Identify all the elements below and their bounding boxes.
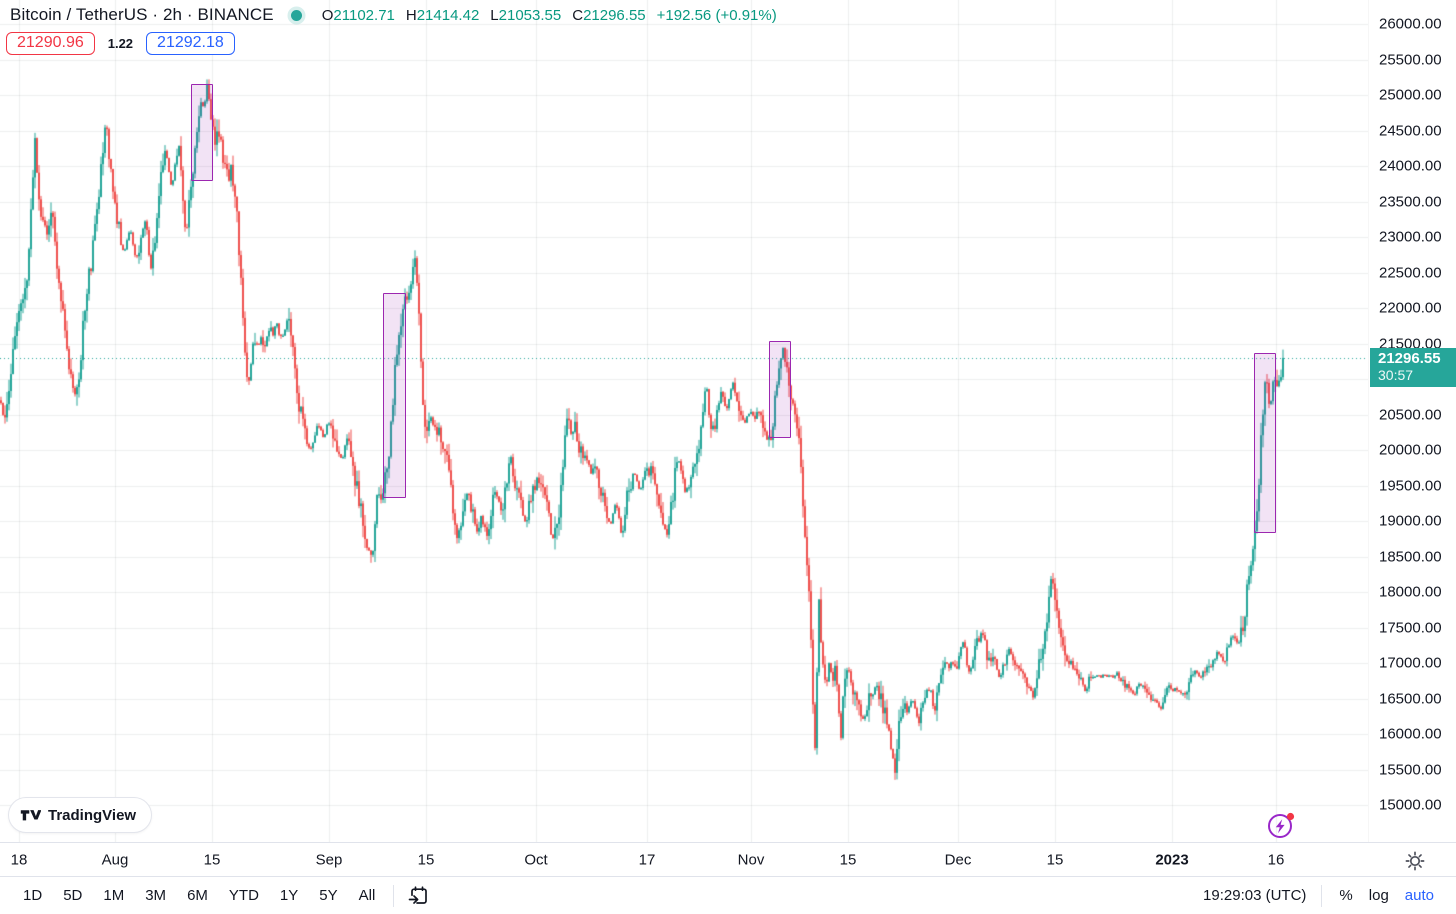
close-value: 21296.55 [583,6,646,24]
time-axis-label: 15 [1046,851,1064,868]
candlestick-chart[interactable] [0,0,1368,842]
go-to-date-calendar-icon [408,886,428,904]
range-button-6m[interactable]: 6M [178,883,217,908]
buy-ask-button[interactable]: 21292.18 [146,32,235,55]
range-button-1d[interactable]: 1D [14,883,51,908]
highlight-box[interactable] [383,293,406,498]
go-to-date-button[interactable] [403,882,434,909]
price-axis-label: 16500.00 [1379,690,1442,707]
time-axis-label: 15 [203,851,221,868]
price-axis-label: 18000.00 [1379,583,1442,601]
price-axis-label: 17000.00 [1379,654,1442,672]
price-axis-label: 19500.00 [1379,477,1442,494]
spread-value: 1.22 [107,36,134,51]
toolbar-divider [393,884,395,907]
price-scale[interactable]: 21296.55 30:57 26000.00 25500.00 25000.00 2… [1368,0,1456,842]
range-button-1y[interactable]: 1Y [271,883,307,908]
price-axis-label: 24000.00 [1379,157,1442,175]
notification-dot-icon [1286,812,1295,821]
bottom-toolbar: 1D 5D 1M 3M 6M YTD 1Y 5Y All 19:29:03 (UTC) % lo… [0,876,1456,914]
tradingview-logo-icon [20,809,41,820]
time-scale[interactable]: 18 Aug 15 Sep 15 Oct 17 Nov 15 Dec 15 2023 16 [0,842,1456,876]
high-value: 21414.42 [416,6,480,24]
log-scale-button[interactable]: log [1361,883,1397,908]
price-axis-label: 15500.00 [1379,761,1442,778]
price-axis-label: 23500.00 [1379,193,1442,210]
clock-utc[interactable]: 19:29:03 (UTC) [1203,887,1307,904]
time-axis-label: Dec [944,851,972,868]
highlight-box[interactable] [191,83,213,181]
price-axis-label: 20500.00 [1379,406,1442,423]
symbol-title[interactable]: Bitcoin / TetherUS · 2h · BINANCE [10,5,274,24]
time-axis-label: 17 [638,851,656,868]
change-value: +192.56 (+0.91%) [656,6,777,24]
symbol-header: Bitcoin / TetherUS · 2h · BINANCE O21102… [10,5,777,25]
price-axis-label: 17500.00 [1379,619,1442,636]
time-axis-label: Oct [524,851,548,868]
market-status-dot-icon[interactable] [290,9,302,21]
price-axis-label: 22000.00 [1379,299,1442,317]
close-label: C [572,6,584,24]
price-axis-label: 25000.00 [1379,86,1442,104]
percent-scale-button[interactable]: % [1331,883,1360,908]
low-label: L [490,6,499,24]
open-label: O [321,6,334,24]
price-axis-label: 24500.00 [1379,122,1442,139]
highlight-box[interactable] [1254,352,1276,534]
date-range-buttons: 1D 5D 1M 3M 6M YTD 1Y 5Y All [14,883,384,908]
lightning-icon [1268,812,1295,838]
spark-lightning-button[interactable] [1264,808,1298,842]
price-axis-label: 22500.00 [1379,264,1442,281]
low-value: 21053.55 [498,6,562,24]
auto-scale-button[interactable]: auto [1397,883,1442,908]
price-axis-label: 26000.00 [1379,15,1442,33]
tradingview-logo-text: TradingView [48,806,137,824]
current-price-tag: 21296.55 30:57 [1370,347,1456,387]
chart-area[interactable] [0,0,1368,842]
bid-ask-row: 21290.96 1.22 21292.18 [6,32,235,55]
price-axis-label: 18500.00 [1379,548,1442,565]
toolbar-divider [1321,884,1323,907]
time-axis-label: Nov [737,851,765,868]
price-axis-label: 23000.00 [1379,228,1442,246]
time-axis-label: Sep [315,851,343,868]
price-axis-label: 25500.00 [1379,51,1442,68]
price-axis-label: 15000.00 [1379,796,1442,814]
time-axis-label: 15 [839,851,857,868]
range-button-5d[interactable]: 5D [54,883,91,908]
highlight-box[interactable] [769,340,791,438]
current-price-value: 21296.55 [1378,349,1441,367]
range-button-1m[interactable]: 1M [94,883,133,908]
time-axis-label: 15 [417,851,435,868]
gear-icon [1405,851,1425,871]
high-label: H [405,6,417,24]
price-axis-label: 21500.00 [1379,335,1442,352]
price-axis-label: 19000.00 [1379,512,1442,530]
price-axis-label: 16000.00 [1379,725,1442,743]
timezone-settings-button[interactable] [1404,850,1426,872]
time-axis-label: 2023 [1155,851,1189,868]
price-axis-label: 20000.00 [1379,441,1442,459]
time-axis-label: 16 [1267,851,1285,868]
time-axis-label: 18 [10,851,28,868]
range-button-3m[interactable]: 3M [136,883,175,908]
range-button-all[interactable]: All [350,883,385,908]
tradingview-logo-pill[interactable]: TradingView [8,797,153,833]
ohlc-values: O21102.71 H21414.42 L21053.55 C21296.55 … [322,7,777,24]
range-button-ytd[interactable]: YTD [220,883,268,908]
range-button-5y[interactable]: 5Y [310,883,346,908]
bar-countdown: 30:57 [1378,366,1414,383]
sell-bid-button[interactable]: 21290.96 [6,32,95,55]
open-value: 21102.71 [333,6,395,24]
time-axis-label: Aug [101,851,129,868]
